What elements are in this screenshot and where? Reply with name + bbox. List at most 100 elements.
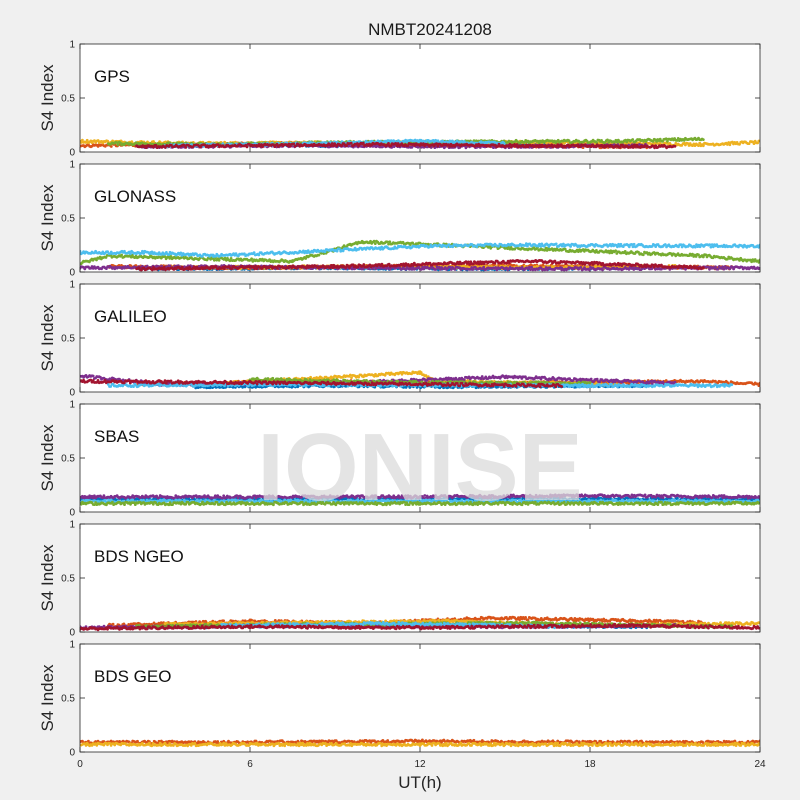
data-point	[631, 146, 635, 149]
data-point	[651, 140, 655, 143]
series-5	[80, 239, 760, 266]
y-tick-label: 0	[69, 148, 75, 159]
data-point	[673, 144, 677, 148]
data-point	[387, 142, 390, 145]
data-point	[697, 144, 700, 148]
data-point	[349, 141, 353, 145]
y-axis-label: S4 Index	[38, 64, 57, 132]
data-point	[330, 142, 334, 145]
panel-frame	[79, 43, 761, 153]
data-point	[275, 142, 279, 146]
data-point	[216, 143, 220, 147]
data-point	[410, 267, 414, 271]
data-point	[631, 138, 635, 141]
data-point	[462, 140, 466, 143]
data-point	[154, 143, 158, 147]
data-point	[527, 265, 531, 269]
data-point	[698, 141, 702, 145]
data-point	[394, 142, 398, 145]
data-point	[559, 143, 563, 147]
data-point	[722, 267, 726, 271]
data-point	[85, 138, 89, 142]
data-point	[245, 145, 249, 149]
y-axis-label: S4 Index	[38, 184, 57, 252]
data-point	[84, 141, 88, 144]
data-point	[728, 143, 732, 147]
data-point	[345, 144, 348, 148]
data-point	[395, 144, 399, 148]
data-point	[587, 268, 591, 272]
data-point	[530, 265, 534, 269]
data-point	[396, 142, 400, 145]
data-point	[726, 143, 729, 146]
data-point	[653, 146, 656, 150]
data-point	[727, 141, 731, 144]
data-point	[494, 266, 498, 269]
data-point	[606, 138, 609, 142]
data-point	[453, 268, 457, 271]
data-point	[595, 141, 599, 144]
figure-title: NMBT20241208	[368, 20, 492, 39]
data-point	[497, 142, 501, 146]
data-point	[109, 145, 113, 148]
data-point	[728, 267, 732, 271]
data-point	[752, 142, 756, 146]
data-point	[544, 266, 548, 269]
data-point	[543, 268, 547, 272]
data-point	[464, 146, 468, 150]
data-point	[448, 265, 452, 269]
data-point	[676, 137, 680, 140]
y-tick-label: 0	[69, 268, 75, 279]
data-point	[472, 139, 476, 143]
data-point	[682, 139, 686, 142]
data-point	[706, 265, 710, 269]
data-point	[716, 267, 720, 271]
data-point	[437, 265, 441, 269]
data-point	[495, 268, 499, 272]
y-tick-label: 1	[69, 160, 75, 171]
data-point	[508, 142, 512, 146]
panel-1: 0 0.5 1 S4 Index GPS	[38, 40, 761, 159]
y-tick-label: 0.5	[61, 94, 75, 105]
data-point	[96, 139, 100, 142]
data-point	[292, 142, 296, 146]
data-point	[355, 142, 359, 145]
data-point	[529, 268, 532, 271]
data-point	[260, 143, 263, 146]
data-point	[404, 267, 408, 271]
data-point	[579, 266, 583, 269]
series-group	[80, 136, 760, 150]
data-point	[515, 143, 519, 146]
data-point	[329, 144, 333, 148]
data-point	[701, 138, 705, 142]
data-point	[666, 139, 669, 143]
data-point	[482, 265, 486, 269]
data-point	[332, 144, 335, 148]
data-point	[488, 140, 491, 144]
data-point	[184, 146, 188, 149]
data-point	[471, 268, 475, 271]
data-point	[496, 145, 500, 148]
data-point	[340, 144, 344, 148]
series-group	[80, 239, 760, 272]
data-point	[594, 145, 598, 149]
data-point	[361, 142, 365, 145]
data-point	[287, 142, 291, 146]
data-point	[434, 268, 438, 271]
data-point	[627, 268, 631, 271]
data-point	[449, 268, 453, 271]
data-point	[81, 138, 84, 142]
series-7	[135, 141, 677, 150]
data-point	[555, 145, 558, 149]
data-point	[435, 142, 438, 146]
y-tick-label: 0.5	[61, 214, 75, 225]
data-point	[701, 144, 705, 148]
data-point	[664, 137, 668, 141]
y-tick-label: 1	[69, 40, 75, 51]
panel-plot-area	[80, 44, 760, 152]
data-point	[116, 143, 120, 147]
panel-label: GPS	[94, 67, 130, 86]
